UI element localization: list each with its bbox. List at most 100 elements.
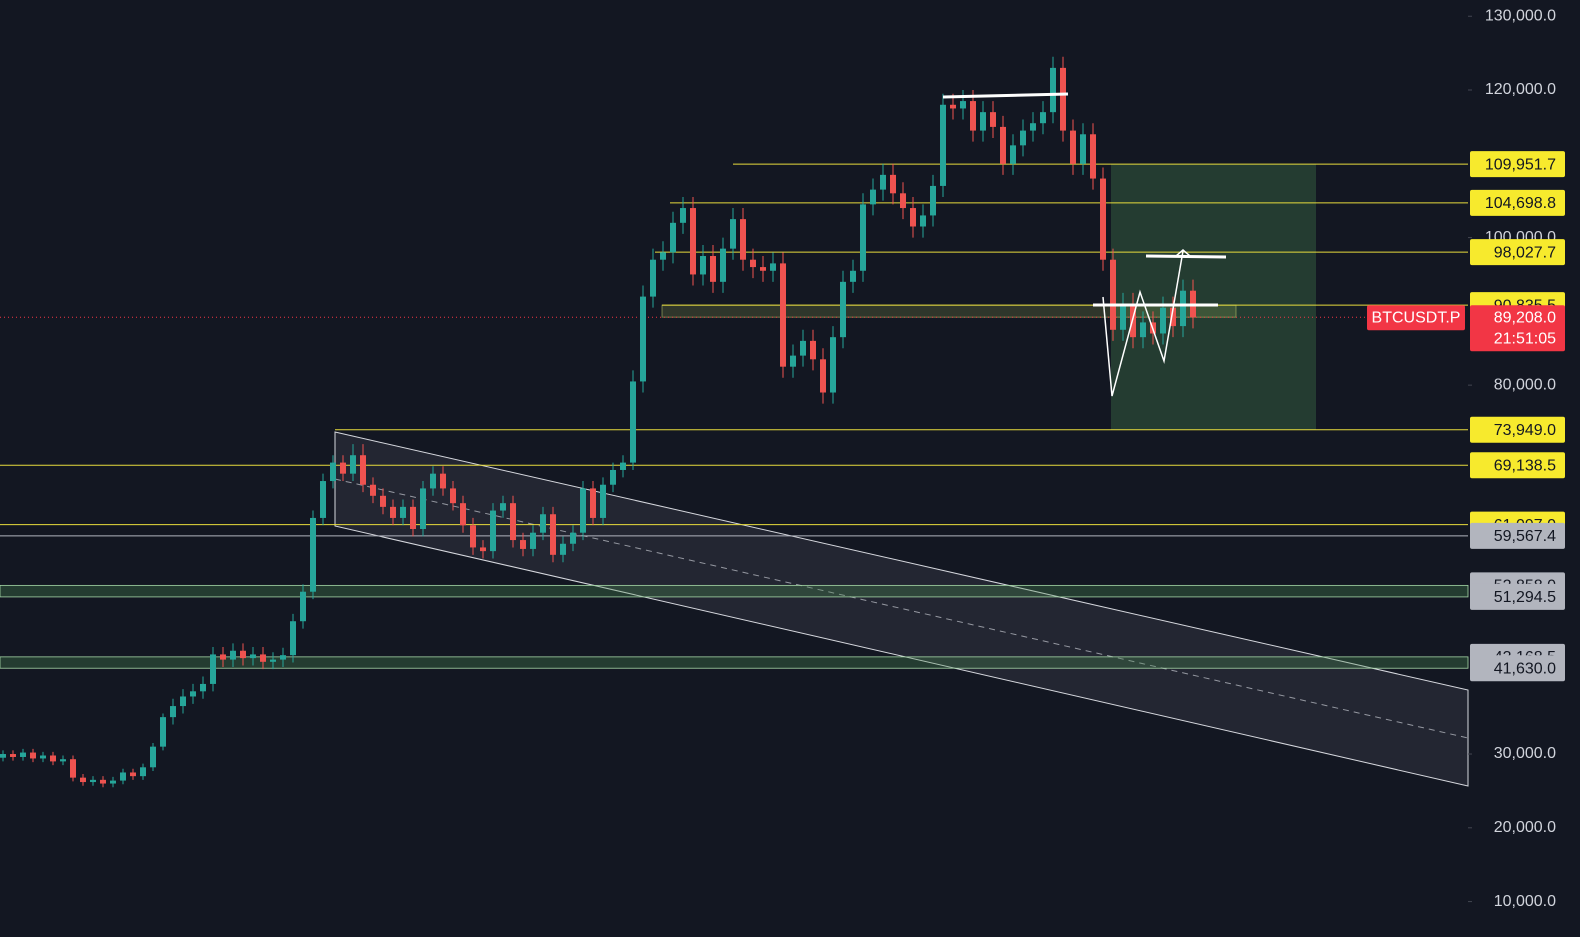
symbol-box xyxy=(1367,305,1465,331)
candle-body xyxy=(1030,123,1036,131)
candle-body xyxy=(0,754,6,758)
candle-body xyxy=(380,495,386,507)
candle-body xyxy=(800,340,806,356)
candle-body xyxy=(70,759,76,778)
candle-body xyxy=(200,683,206,692)
candle-body xyxy=(130,772,136,777)
candle-body xyxy=(530,532,536,549)
candle-body xyxy=(150,746,156,768)
candle-body xyxy=(170,706,176,718)
level-label-box xyxy=(1470,189,1565,216)
price-box xyxy=(1470,305,1565,352)
candle-body xyxy=(740,219,746,260)
level-label: 51,294.5 xyxy=(1494,589,1556,606)
candle-body xyxy=(510,503,516,541)
y-tick-label: 80,000.0 xyxy=(1494,376,1556,393)
candle-body xyxy=(180,696,186,707)
candle-body xyxy=(1020,130,1026,146)
candle-body xyxy=(240,650,246,659)
candle-body xyxy=(340,462,346,474)
candle-body xyxy=(790,355,796,367)
candle-body xyxy=(860,204,866,271)
candle-body xyxy=(80,777,86,783)
candle-body xyxy=(160,717,166,747)
range-box xyxy=(661,304,1237,318)
candle-body xyxy=(610,469,616,485)
candle-body xyxy=(470,525,476,548)
candle-body xyxy=(220,654,226,660)
candle-body xyxy=(950,104,956,109)
position-box xyxy=(1111,164,1316,430)
candle-body xyxy=(450,488,456,504)
level-label-box xyxy=(1470,239,1565,266)
y-tick-label: 10,000.0 xyxy=(1494,893,1556,910)
candle-body xyxy=(90,779,96,783)
level-label: 41,630.0 xyxy=(1494,660,1556,677)
candle-body xyxy=(10,754,16,757)
candle-body xyxy=(890,174,896,194)
candle-body xyxy=(410,506,416,529)
candle-body xyxy=(680,208,686,223)
candle-body xyxy=(630,381,636,463)
level-label-box xyxy=(1470,151,1565,178)
candle-body xyxy=(940,104,946,186)
candle-body xyxy=(320,481,326,518)
candle-body xyxy=(250,654,256,659)
candle-body xyxy=(350,455,356,474)
candle-body xyxy=(1120,303,1126,330)
candle-body xyxy=(980,112,986,131)
level-label: 109,951.7 xyxy=(1485,156,1556,173)
candle-body xyxy=(390,506,396,518)
level-label-box xyxy=(1470,416,1565,443)
candle-body xyxy=(710,256,716,282)
candle-body xyxy=(360,455,366,485)
candle-body xyxy=(1080,134,1086,164)
arrow-head xyxy=(1175,249,1191,257)
candle-body xyxy=(720,248,726,282)
candle-body xyxy=(640,296,646,382)
level-label: 104,698.8 xyxy=(1485,195,1556,212)
candle-body xyxy=(1010,145,1016,164)
candle-body xyxy=(270,659,276,662)
candle-body xyxy=(1110,259,1116,330)
target-line xyxy=(1145,254,1227,259)
candle-body xyxy=(620,462,626,470)
level-label-box xyxy=(1470,522,1565,549)
candle-body xyxy=(30,752,36,759)
level-label: 69,138.5 xyxy=(1494,457,1556,474)
channel xyxy=(334,431,1469,787)
candle-body xyxy=(20,752,26,757)
candle-body xyxy=(770,263,776,271)
y-tick-label: 20,000.0 xyxy=(1494,819,1556,836)
candle-body xyxy=(780,263,786,367)
candle-body xyxy=(540,514,546,533)
level-label: 98,027.7 xyxy=(1494,244,1556,261)
candle-body xyxy=(1160,307,1166,334)
level-label: 73,949.0 xyxy=(1494,422,1556,439)
candle-body xyxy=(1040,112,1046,124)
candle-body xyxy=(400,506,406,518)
candle-body xyxy=(1050,67,1056,113)
candle-body xyxy=(660,252,666,260)
candle-body xyxy=(280,655,286,660)
level-label-box xyxy=(1470,655,1565,682)
candle-body xyxy=(480,547,486,552)
candle-body xyxy=(40,755,46,759)
candle-body xyxy=(1070,130,1076,164)
y-tick-label: 120,000.0 xyxy=(1485,81,1556,98)
candle-body xyxy=(820,359,826,393)
candle-body xyxy=(560,543,566,555)
candle-body xyxy=(1000,126,1006,164)
candle-body xyxy=(960,101,966,109)
candle-body xyxy=(190,691,196,697)
candle-body xyxy=(920,215,926,227)
candle-body xyxy=(460,503,466,526)
y-tick-label: 130,000.0 xyxy=(1485,7,1556,24)
candle-body xyxy=(700,256,706,275)
candle-body xyxy=(570,532,576,544)
candle-body xyxy=(840,281,846,338)
candle-body xyxy=(310,517,316,592)
candle-body xyxy=(330,462,336,482)
candle-body xyxy=(60,759,66,762)
candle-body xyxy=(1140,322,1146,338)
